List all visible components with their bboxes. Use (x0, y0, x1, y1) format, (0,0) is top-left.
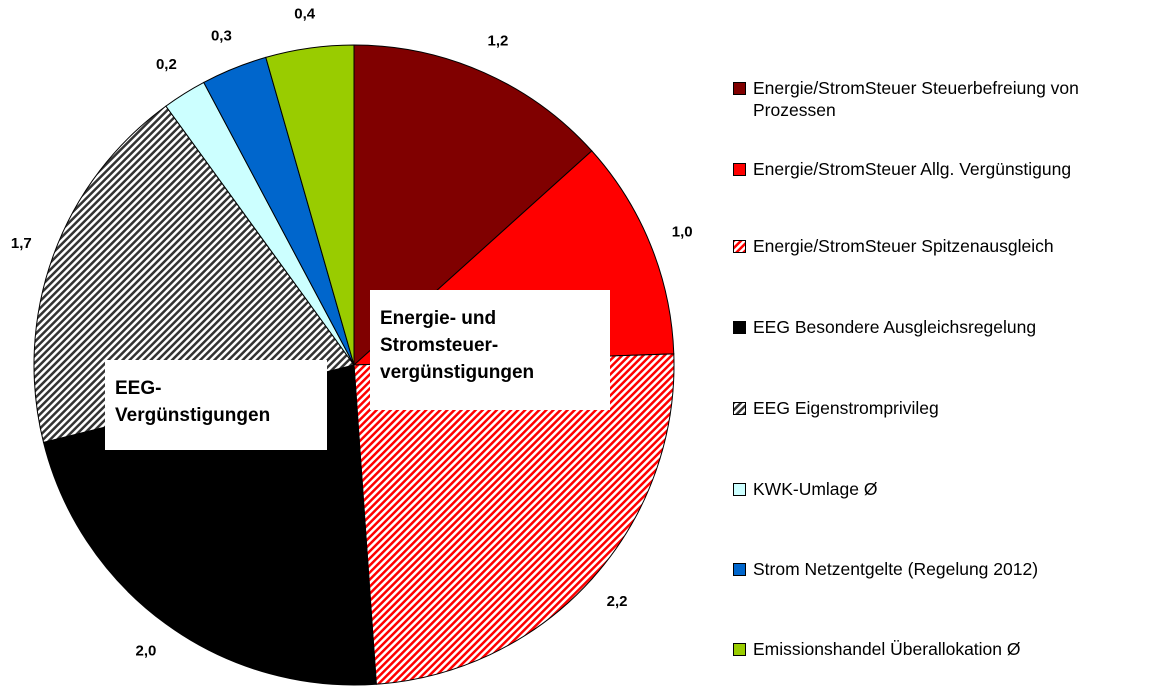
legend-label: Energie/StromSteuer Allg. Vergünstigung (753, 159, 1072, 179)
legend-swatch-box (733, 321, 746, 334)
legend-item: EEG Eigenstromprivileg (733, 397, 1153, 419)
legend-swatch (733, 82, 746, 95)
legend-item: KWK-Umlage Ø (733, 478, 1153, 500)
legend-swatch-box (733, 163, 746, 176)
legend-swatch (733, 321, 746, 334)
pie-slice (33, 105, 355, 444)
pie-slice (353, 353, 675, 685)
annotation-text: Vergünstigungen (115, 405, 270, 426)
annotation-text: Stromsteuer- (380, 335, 498, 356)
annotation-text: vergünstigungen (380, 362, 534, 383)
legend-swatch (733, 483, 746, 496)
legend-swatch-box (733, 643, 746, 656)
data-label: 1,2 (488, 33, 509, 50)
data-label: 1,0 (672, 223, 693, 240)
legend-item: EEG Besondere Ausgleichsregelung (733, 316, 1153, 338)
legend-swatch-box (733, 402, 746, 415)
data-label: 0,4 (294, 5, 316, 22)
data-label: 0,3 (211, 28, 232, 45)
data-label: 2,0 (135, 642, 156, 659)
legend-label: Energie/StromSteuer Spitzenausgleich (753, 236, 1054, 256)
pie-slice (265, 44, 355, 366)
legend-label: EEG Besondere Ausgleichsregelung (753, 317, 1037, 337)
annotation-text: EEG- (115, 378, 161, 399)
data-label: 1,7 (11, 235, 32, 252)
legend-item: Emissionshandel Überallokation Ø (733, 638, 1153, 660)
annotation: EEG- Vergünstigungen (105, 360, 327, 450)
annotation-text: Energie- und (380, 308, 496, 329)
legend-swatch (733, 402, 746, 415)
legend-swatch (733, 563, 746, 576)
pie-slice (353, 44, 593, 367)
annotation-box (370, 290, 610, 410)
legend-label: Strom Netzentgelte (Regelung 2012) (753, 559, 1039, 579)
annotation-box (105, 360, 327, 450)
chart: 1,2 1,0 2,2 2,0 1,7 0,2 0,3 0,4 Energie- und Stro… (11, 5, 693, 686)
legend-swatch (733, 163, 746, 176)
legend-swatch-box (733, 240, 746, 253)
legend-item: Energie/StromSteuer Allg. Vergünstigung (733, 158, 1153, 180)
legend-label: Energie/StromSteuer Steuerbefreiung von … (753, 78, 1079, 120)
legend-label: Emissionshandel Überallokation Ø (753, 639, 1021, 659)
legend-swatch-box (733, 82, 746, 95)
legend-label: KWK-Umlage Ø (753, 479, 878, 499)
legend-item: Energie/StromSteuer Spitzenausgleich (733, 235, 1153, 257)
legend-swatch (733, 240, 746, 253)
legend-swatch-box (733, 563, 746, 576)
legend-swatch-box (733, 483, 746, 496)
annotation: Energie- und Stromsteuer-vergünstigungen (370, 290, 610, 410)
legend-item: Strom Netzentgelte (Regelung 2012) (733, 558, 1153, 580)
legend-swatch (733, 643, 746, 656)
legend-label: EEG Eigenstromprivileg (753, 398, 939, 418)
legend-item: Energie/StromSteuer Steuerbefreiung von … (733, 77, 1153, 121)
data-label: 0,2 (156, 56, 177, 73)
data-label: 2,2 (607, 593, 628, 610)
